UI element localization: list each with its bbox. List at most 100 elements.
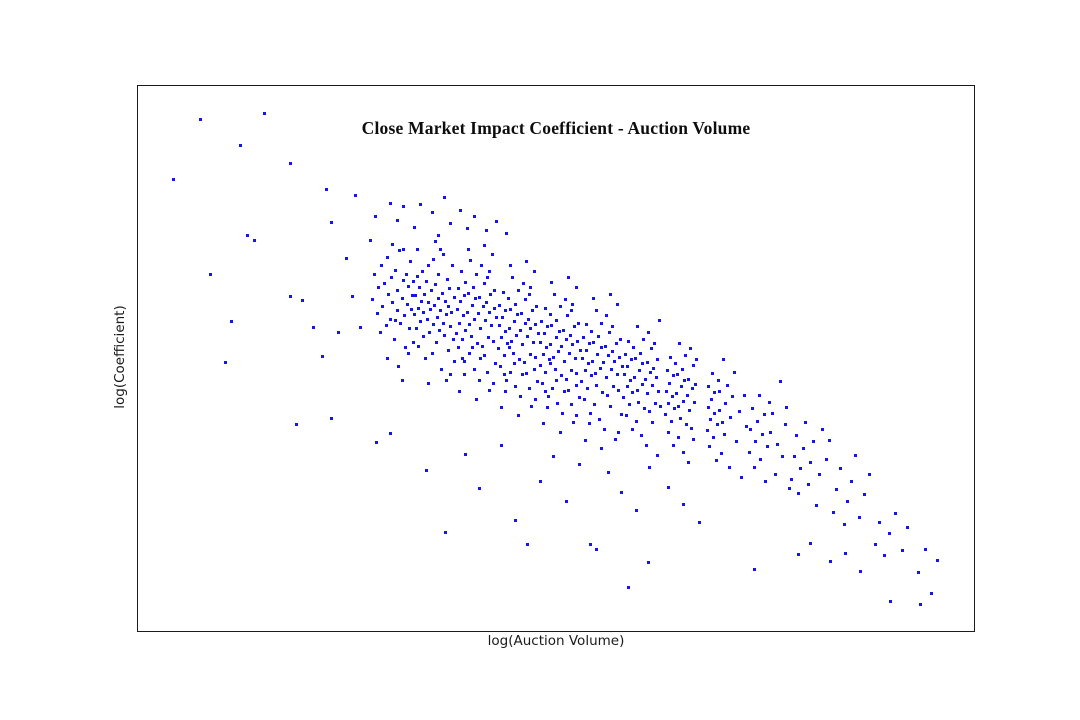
scatter-point	[455, 307, 459, 311]
scatter-point	[442, 253, 446, 257]
scatter-point	[485, 301, 489, 305]
scatter-point	[479, 327, 483, 331]
scatter-point	[424, 279, 428, 283]
scatter-point	[477, 486, 481, 490]
scatter-point	[878, 520, 882, 524]
scatter-point	[801, 446, 805, 450]
scatter-point	[593, 372, 597, 376]
scatter-point	[429, 307, 433, 311]
scatter-point	[443, 334, 447, 338]
scatter-point	[809, 542, 813, 546]
scatter-point	[828, 559, 832, 563]
scatter-point	[672, 444, 676, 448]
scatter-point	[472, 367, 476, 371]
scatter-point	[624, 414, 628, 418]
scatter-point	[485, 229, 489, 233]
scatter-point	[439, 248, 443, 251]
scatter-point	[679, 385, 683, 389]
scatter-point	[525, 372, 529, 376]
scatter-point	[459, 208, 463, 212]
scatter-point	[718, 389, 722, 393]
scatter-point	[773, 472, 777, 476]
scatter-point	[246, 234, 250, 238]
scatter-point	[535, 305, 539, 309]
scatter-point	[470, 303, 474, 307]
scatter-point	[497, 324, 501, 328]
scatter-point	[638, 368, 642, 372]
scatter-point	[444, 299, 448, 303]
scatter-point	[436, 234, 440, 238]
scatter-point	[427, 381, 431, 385]
scatter-point	[409, 259, 413, 263]
scatter-point	[648, 466, 652, 469]
scatter-point	[395, 218, 399, 222]
scatter-point	[444, 378, 448, 382]
scatter-point	[538, 363, 542, 367]
scatter-point	[440, 291, 444, 295]
scatter-point	[575, 372, 579, 376]
scatter-point	[416, 306, 420, 310]
scatter-point	[384, 324, 388, 328]
scatter-point	[511, 351, 515, 355]
scatter-point	[432, 257, 436, 261]
scatter-point	[373, 272, 377, 276]
scatter-point	[644, 444, 648, 448]
scatter-point	[684, 423, 688, 427]
scatter-point	[680, 367, 684, 371]
scatter-point	[597, 418, 601, 422]
scatter-point	[619, 412, 623, 416]
scatter-point	[811, 439, 815, 443]
scatter-point	[857, 516, 861, 520]
scatter-point	[584, 348, 588, 352]
scatter-point	[638, 351, 642, 355]
scatter-point	[595, 384, 599, 388]
scatter-point	[634, 508, 638, 512]
scatter-point	[404, 272, 408, 276]
scatter-point	[633, 376, 637, 380]
scatter-point	[393, 337, 397, 341]
scatter-point	[439, 309, 443, 313]
scatter-point	[677, 404, 681, 408]
scatter-point	[858, 569, 862, 573]
scatter-point	[499, 365, 503, 369]
scatter-point	[600, 321, 604, 325]
scatter-point	[600, 446, 604, 450]
scatter-point	[393, 268, 397, 272]
scatter-point	[597, 335, 601, 339]
scatter-point	[434, 239, 438, 243]
scatter-point	[437, 272, 441, 276]
scatter-point	[589, 374, 593, 378]
scatter-point	[681, 450, 685, 454]
scatter-point	[764, 479, 768, 483]
scatter-point	[691, 363, 695, 367]
scatter-point	[724, 401, 728, 405]
scatter-point	[427, 264, 431, 268]
scatter-point	[888, 599, 892, 603]
scatter-point	[400, 297, 404, 301]
scatter-point	[443, 196, 447, 200]
scatter-point	[698, 520, 702, 524]
scatter-point	[521, 343, 525, 347]
scatter-point	[676, 436, 680, 440]
scatter-point	[588, 411, 592, 415]
scatter-point	[399, 322, 402, 326]
scatter-point	[643, 407, 647, 411]
scatter-point	[239, 144, 243, 148]
scatter-point	[576, 339, 580, 343]
scatter-point	[771, 411, 775, 415]
scatter-point	[664, 412, 668, 416]
scatter-point	[753, 568, 757, 572]
scatter-point	[648, 410, 652, 414]
scatter-point	[460, 269, 464, 273]
scatter-point	[289, 162, 293, 166]
scatter-point	[433, 303, 437, 307]
scatter-point	[480, 264, 484, 268]
scatter-point	[483, 354, 487, 358]
scatter-point	[832, 510, 836, 514]
scatter-point	[563, 298, 567, 302]
scatter-point	[500, 444, 504, 448]
scatter-point	[490, 324, 494, 328]
scatter-point	[613, 359, 617, 363]
scatter-point	[544, 370, 548, 374]
scatter-point	[452, 295, 456, 299]
